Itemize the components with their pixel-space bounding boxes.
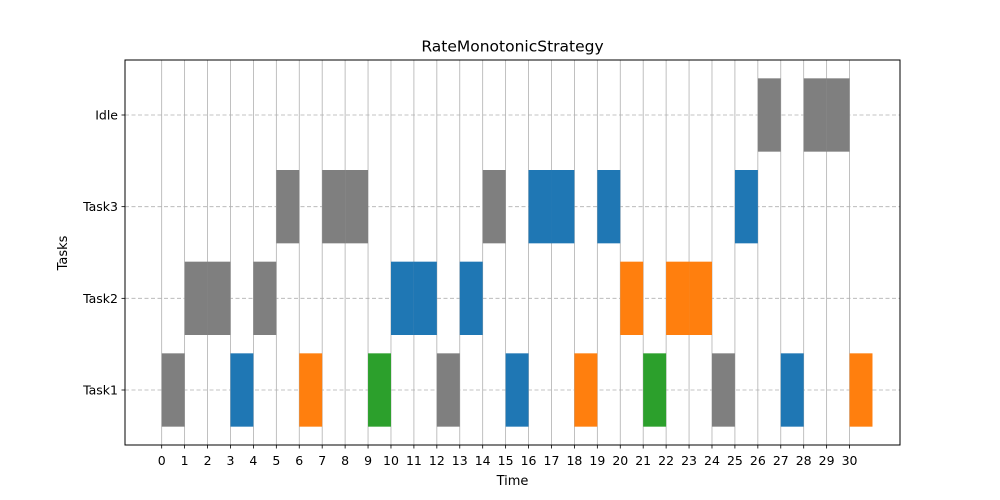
tick-layer: 0 1 2 3 4 5 6 7 8 9 10 11 12 13 14 15 16 17 18 19 20 21 22 23 24… (82, 108, 857, 469)
y-tick-label-task3: Task3 (82, 199, 118, 214)
bar-task1-t3 (230, 353, 254, 427)
x-tick-label: 7 (318, 453, 326, 468)
bar-task3-t16 (528, 170, 552, 244)
x-tick-label: 4 (249, 453, 257, 468)
bar-task2-t10 (390, 261, 414, 335)
x-tick-label: 18 (566, 453, 582, 468)
bar-task1-t6 (299, 353, 323, 427)
bar-task1-t12 (436, 353, 460, 427)
bar-task1-t18 (574, 353, 598, 427)
x-tick-label: 0 (158, 453, 166, 468)
chart-title: RateMonotonicStrategy (421, 38, 603, 56)
bar-task1-t21 (643, 353, 667, 427)
bar-task3-t17 (551, 170, 575, 244)
x-tick-label: 22 (658, 453, 674, 468)
bar-task3-t5 (276, 170, 300, 244)
x-tick-label: 21 (635, 453, 651, 468)
x-tick-label: 16 (521, 453, 537, 468)
bar-task2-t22 (666, 261, 690, 335)
bar-task2-t20 (620, 261, 644, 335)
bar-task3-t25 (734, 170, 758, 244)
bar-task3-t8 (345, 170, 369, 244)
y-tick-label-task2: Task2 (82, 291, 118, 306)
x-tick-label: 28 (796, 453, 812, 468)
x-tick-label: 29 (819, 453, 835, 468)
x-tick-label: 6 (295, 453, 303, 468)
bar-task1-t9 (368, 353, 391, 427)
y-tick-label-task1: Task1 (82, 383, 118, 398)
bar-task3-t7 (322, 170, 346, 244)
plot-area-frame (124, 59, 901, 446)
bar-idle-t28 (803, 78, 827, 152)
x-tick-label: 9 (364, 453, 372, 468)
bar-task3-t19 (597, 170, 621, 244)
x-tick-label: 10 (383, 453, 399, 468)
x-tick-label: 19 (589, 453, 605, 468)
x-tick-label: 11 (406, 453, 422, 468)
x-tick-label: 23 (681, 453, 697, 468)
x-tick-label: 17 (544, 453, 560, 468)
x-tick-label: 27 (773, 453, 789, 468)
bar-task1-t27 (780, 353, 804, 427)
bar-task2-t13 (459, 261, 483, 335)
x-tick-label: 25 (727, 453, 743, 468)
x-tick-label: 20 (612, 453, 628, 468)
x-tick-label: 30 (842, 453, 858, 468)
bar-task1-t30 (849, 353, 873, 427)
y-axis-title: Tasks (56, 235, 71, 271)
x-tick-label: 26 (750, 453, 766, 468)
bar-task2-t23 (689, 261, 712, 335)
bar-task2-t4 (253, 261, 277, 335)
bar-layer (161, 78, 873, 427)
x-tick-label: 13 (452, 453, 468, 468)
bar-task2-t1 (184, 261, 208, 335)
y-tick-label-idle: Idle (95, 108, 118, 123)
bar-task3-t14 (482, 170, 506, 244)
x-tick-label: 1 (181, 453, 189, 468)
bar-task1-t0 (161, 353, 185, 427)
bar-task2-t11 (413, 261, 437, 335)
bar-task1-t15 (505, 353, 529, 427)
x-tick-label: 3 (226, 453, 234, 468)
x-tick-label: 12 (429, 453, 445, 468)
x-axis-title: Time (496, 474, 529, 489)
x-tick-label: 8 (341, 453, 349, 468)
bar-idle-t26 (757, 78, 781, 152)
x-tick-label: 2 (204, 453, 212, 468)
x-tick-label: 15 (498, 453, 514, 468)
x-tick-label: 14 (475, 453, 491, 468)
bar-idle-t29 (826, 78, 850, 152)
x-tick-label: 24 (704, 453, 720, 468)
x-tick-label: 5 (272, 453, 280, 468)
bar-task2-t2 (207, 261, 231, 335)
bar-task1-t24 (711, 353, 735, 427)
